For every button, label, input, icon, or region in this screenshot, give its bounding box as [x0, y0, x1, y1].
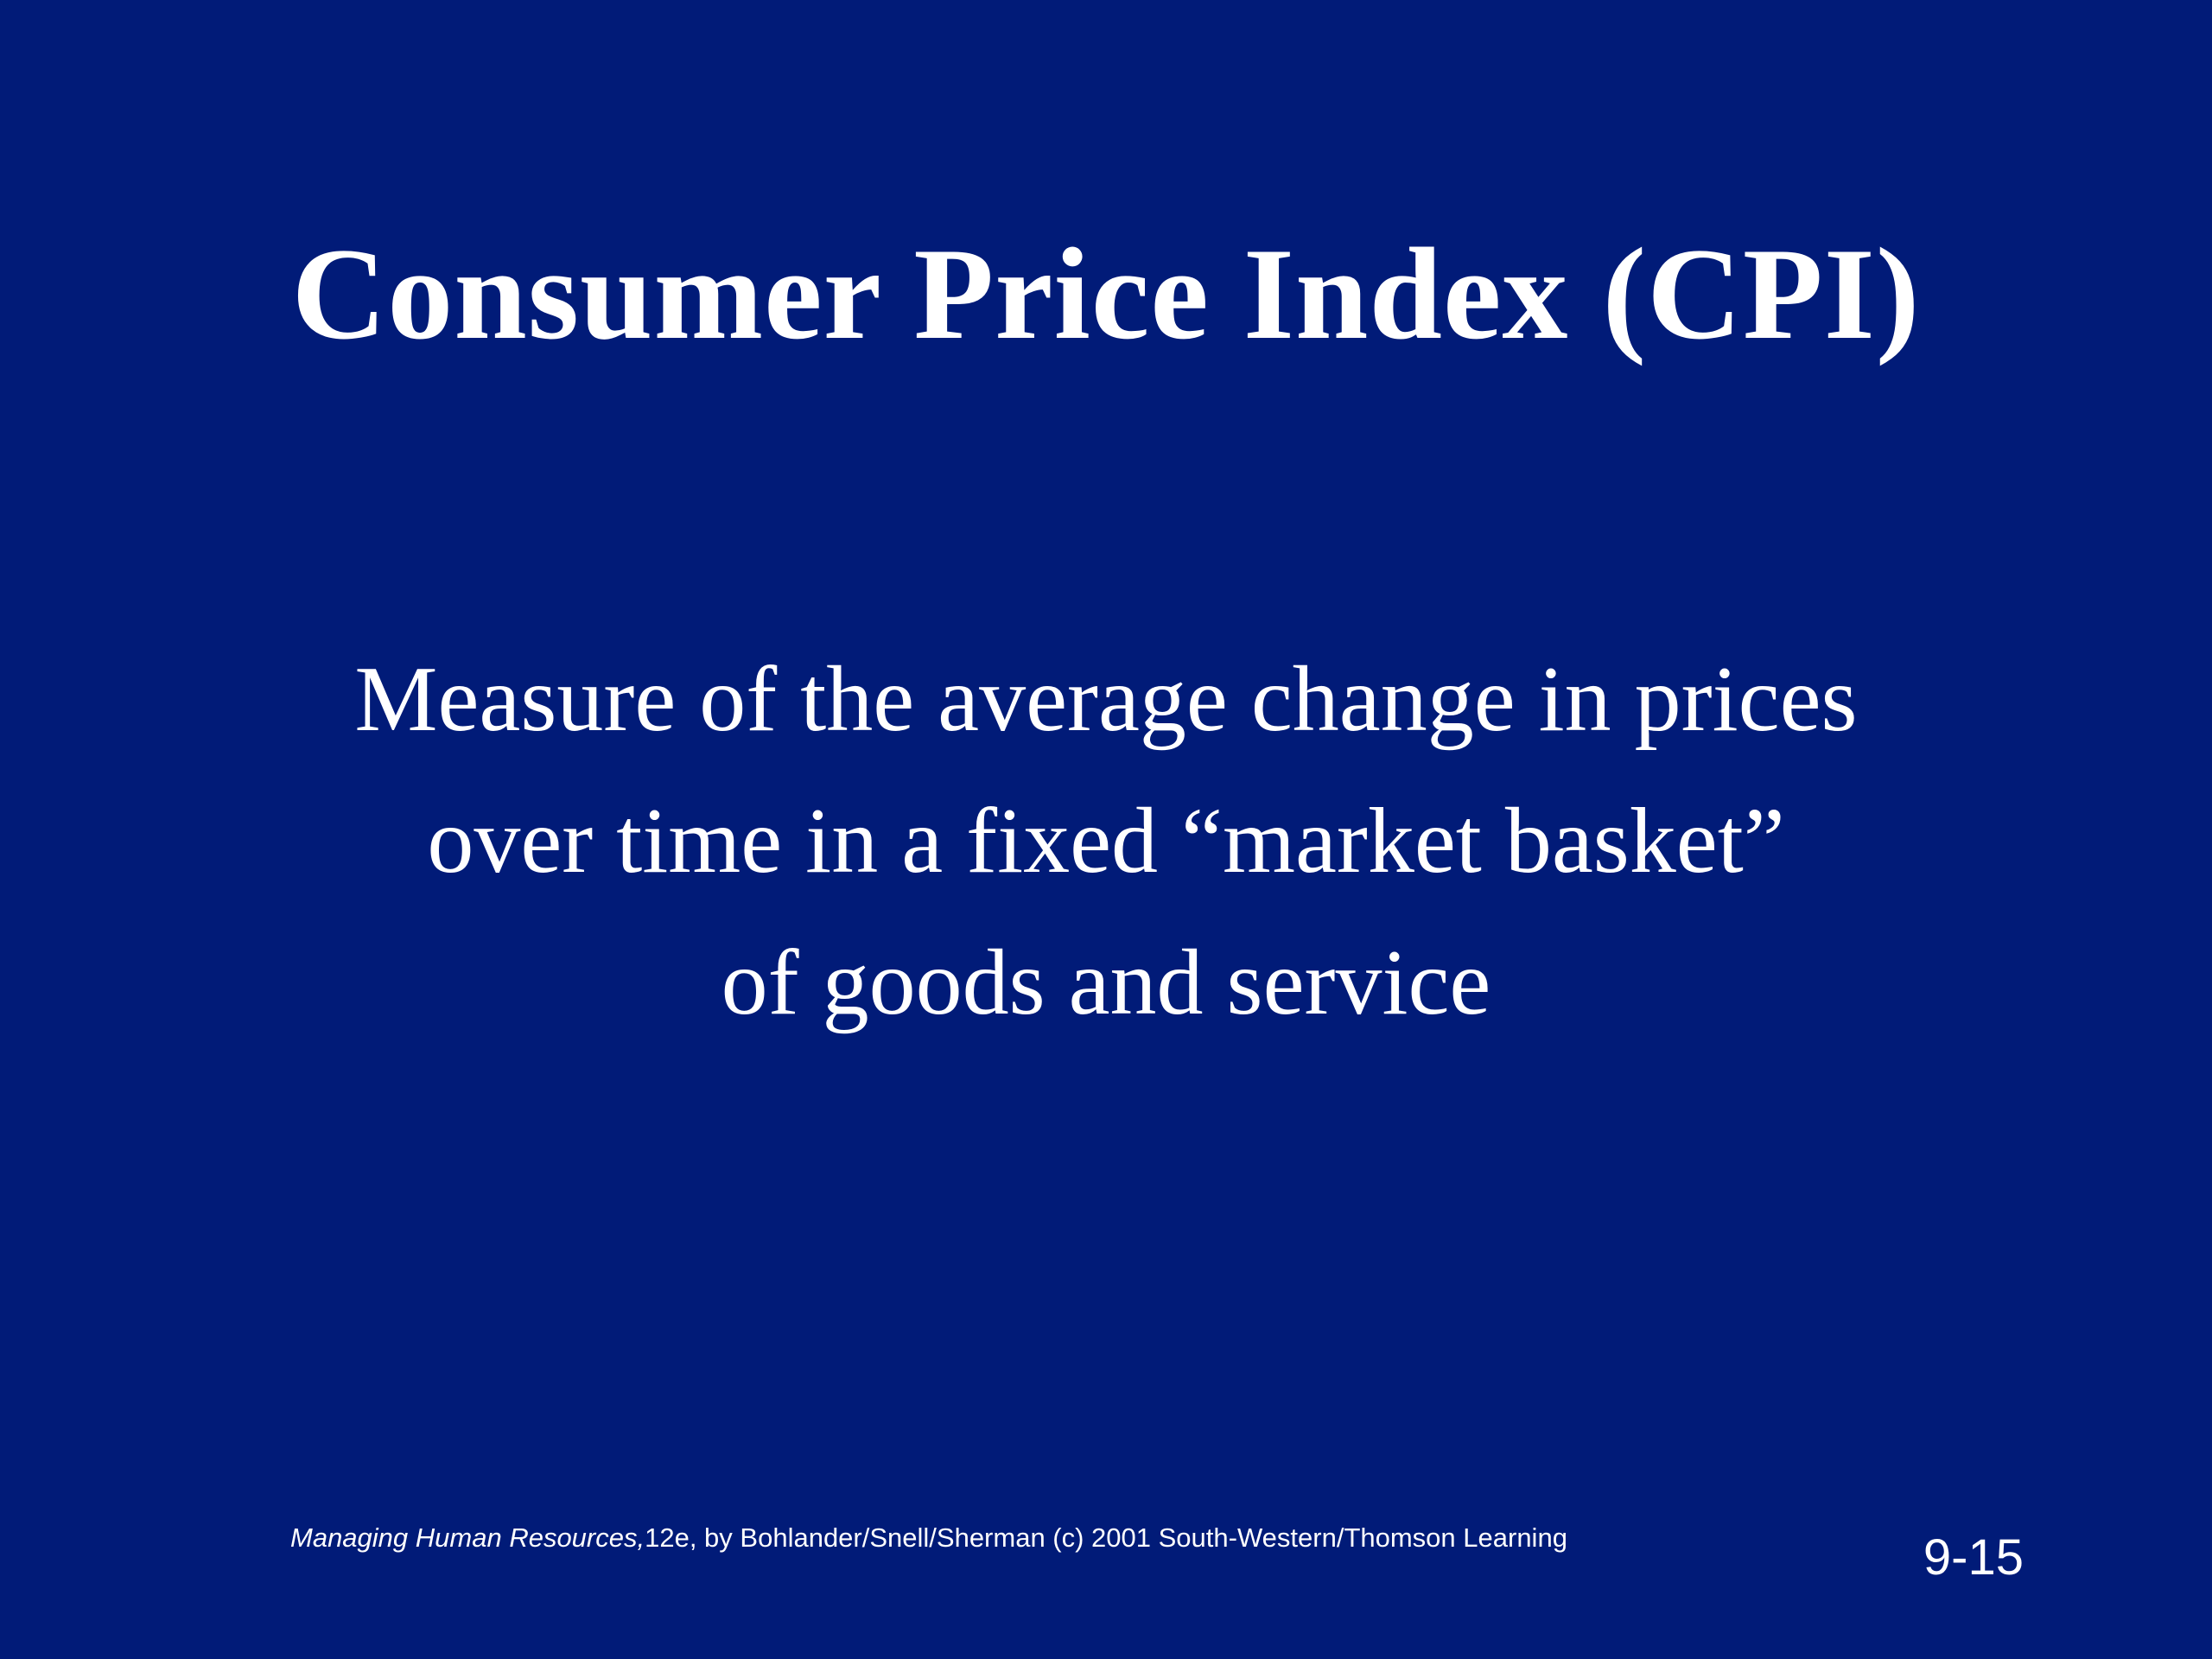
footer-book-title: Managing Human Resources, — [290, 1522, 645, 1553]
body-line: over time in a fixed “market basket” — [427, 790, 1785, 893]
footer-credit: Managing Human Resources,12e, by Bohland… — [290, 1521, 1567, 1555]
slide-number: 9-15 — [1923, 1529, 2024, 1586]
slide-body: Measure of the average change in prices … — [0, 629, 2212, 1054]
slide-title: Consumer Price Index (CPI) — [291, 221, 1921, 366]
body-line: of goods and service — [721, 931, 1491, 1034]
footer-credit-text: 12e, by Bohlander/Snell/Sherman (c) 2001… — [645, 1522, 1567, 1553]
body-line: Measure of the average change in prices — [354, 648, 1858, 751]
